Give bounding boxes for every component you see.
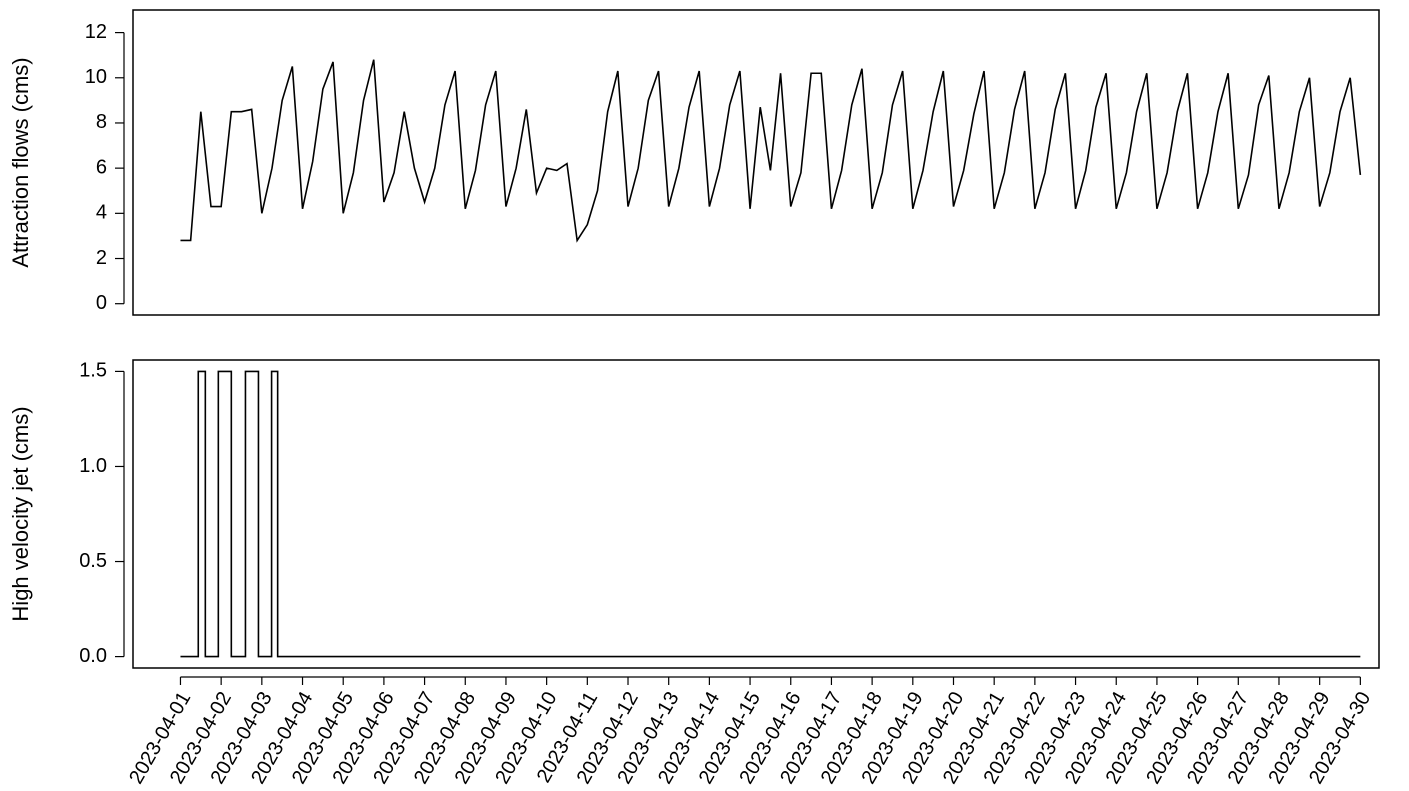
y-axis-title: Attraction flows (cms): [8, 57, 33, 267]
plot-frame: [132, 359, 1380, 669]
y-tick-label: 0: [96, 292, 107, 314]
y-tick-label: 8: [96, 111, 107, 133]
plot-frame: [132, 9, 1380, 316]
y-tick-label: 0.0: [79, 645, 107, 667]
y-tick-label: 12: [85, 21, 107, 43]
y-tick-label: 6: [96, 156, 107, 178]
data-line: [180, 59, 1362, 243]
y-tick-label: 1.5: [79, 360, 107, 382]
data-line: [180, 370, 1361, 658]
y-tick-label: 0.5: [79, 550, 107, 572]
y-tick-label: 10: [85, 66, 107, 88]
y-tick-label: 2: [96, 247, 107, 269]
y-tick-label: 4: [96, 202, 107, 224]
y-axis-title: High velocity jet (cms): [8, 406, 33, 621]
y-tick-label: 1.0: [79, 455, 107, 477]
